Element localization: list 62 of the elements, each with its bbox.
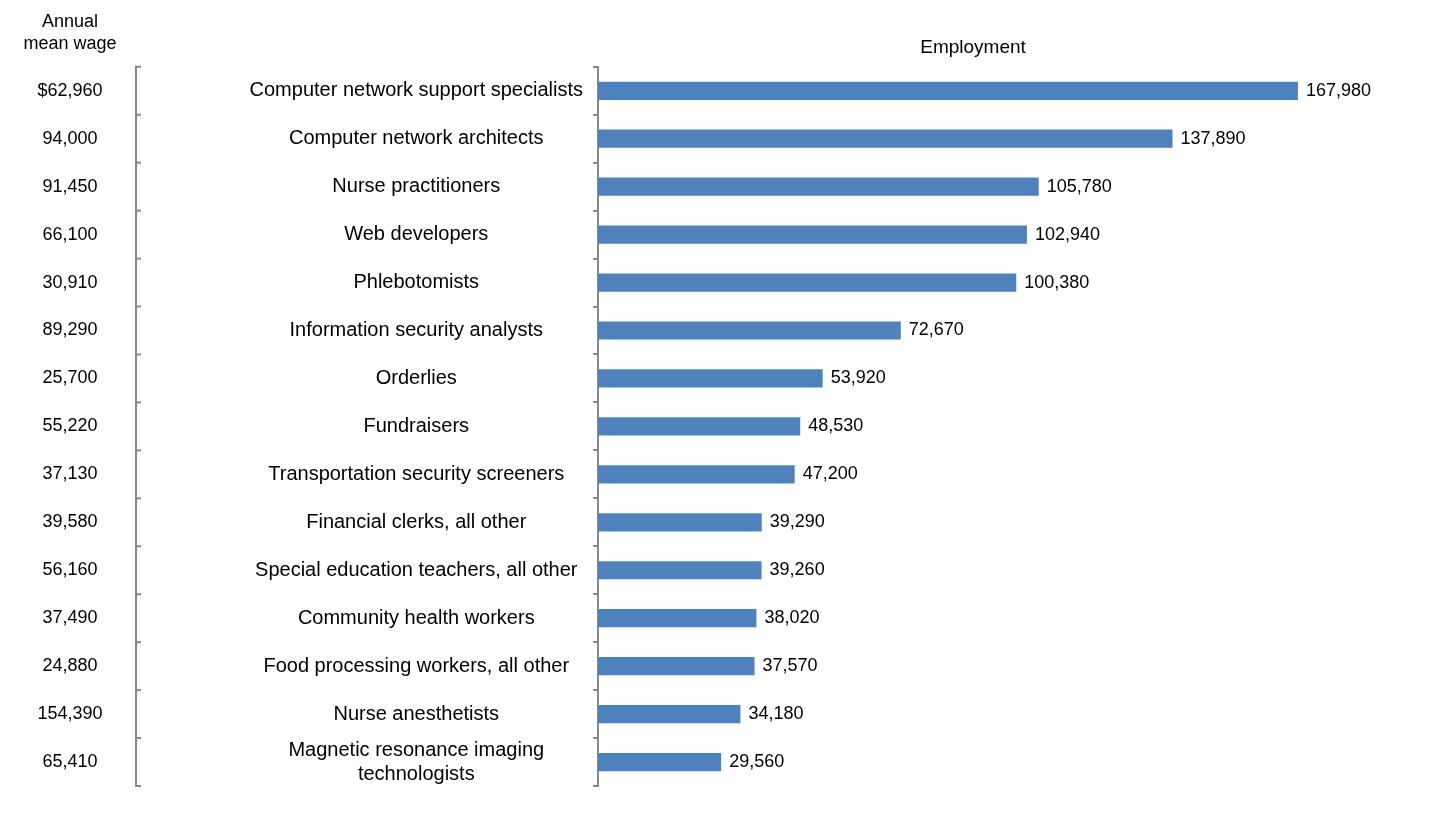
y-tick-label: Community health workers (297, 605, 535, 628)
y-tick-label: Food processing workers, all other (263, 653, 570, 676)
data-label: 102,940 (1034, 223, 1100, 244)
y-tick-label: Web developers (344, 222, 489, 245)
text: 55,220 (42, 415, 98, 436)
text: 94,000 (42, 127, 98, 148)
y-tick-label: Fundraisers (363, 413, 470, 436)
data-label: 53,920 (830, 367, 886, 388)
text: 91,450 (42, 175, 98, 196)
bar (598, 465, 795, 484)
data-label: 29,560 (729, 751, 785, 771)
text: 25,700 (42, 367, 98, 388)
bar (598, 321, 901, 340)
text: 56,160 (42, 559, 98, 580)
y-tick-label: Nurse practitioners (332, 174, 501, 197)
text: 66,100 (42, 223, 98, 244)
data-label: 72,670 (908, 319, 964, 340)
y-tick-label: Financial clerks, all other (306, 509, 527, 532)
x-axis-title: Employment (920, 35, 1027, 57)
bar (598, 81, 1298, 100)
bar (598, 129, 1173, 148)
bar (598, 225, 1027, 244)
data-label: 38,020 (764, 607, 820, 628)
text: 89,290 (42, 319, 98, 340)
y-tick-label: Nurse anesthetists (333, 701, 500, 724)
bar (598, 513, 762, 532)
bar (598, 561, 762, 580)
bar (598, 704, 741, 724)
data-label: 137,890 (1180, 127, 1246, 148)
y-tick-label: Transportation security screeners (268, 461, 565, 484)
bar (598, 369, 823, 388)
data-label: 100,380 (1024, 271, 1090, 292)
bar (598, 752, 722, 772)
y-tick-label: Orderlies (375, 365, 457, 388)
text: 30,910 (42, 271, 98, 292)
text: 65,410 (42, 751, 98, 771)
data-label: 39,260 (769, 559, 825, 580)
y-tick-label: Magnetic resonance imaging technologists (288, 737, 545, 784)
text: $62,960 (37, 79, 103, 100)
text: Annual mean wage (23, 10, 117, 53)
bar (598, 177, 1039, 196)
data-label: 37,570 (762, 655, 818, 676)
bar (598, 657, 755, 676)
y-tick-label: Information security analysts (289, 318, 543, 341)
text: 37,130 (42, 463, 98, 484)
bar (598, 417, 801, 436)
text: 24,880 (42, 655, 98, 676)
data-label: 167,980 (1305, 79, 1371, 100)
text: 37,490 (42, 607, 98, 628)
text: 39,580 (42, 511, 98, 532)
y-tick-label: Computer network architects (288, 126, 544, 149)
data-label: 34,180 (748, 703, 804, 724)
y-tick-label: Special education teachers, all other (255, 557, 578, 580)
data-label: 48,530 (808, 415, 864, 436)
data-label: 39,290 (769, 511, 825, 532)
bar (598, 273, 1017, 292)
data-label: 47,200 (802, 463, 858, 484)
y-tick-label: Phlebotomists (353, 270, 480, 293)
bar (598, 609, 757, 628)
data-label: 105,780 (1046, 175, 1112, 196)
y-tick-label: Computer network support specialists (249, 78, 583, 101)
text: 154,390 (37, 703, 103, 724)
